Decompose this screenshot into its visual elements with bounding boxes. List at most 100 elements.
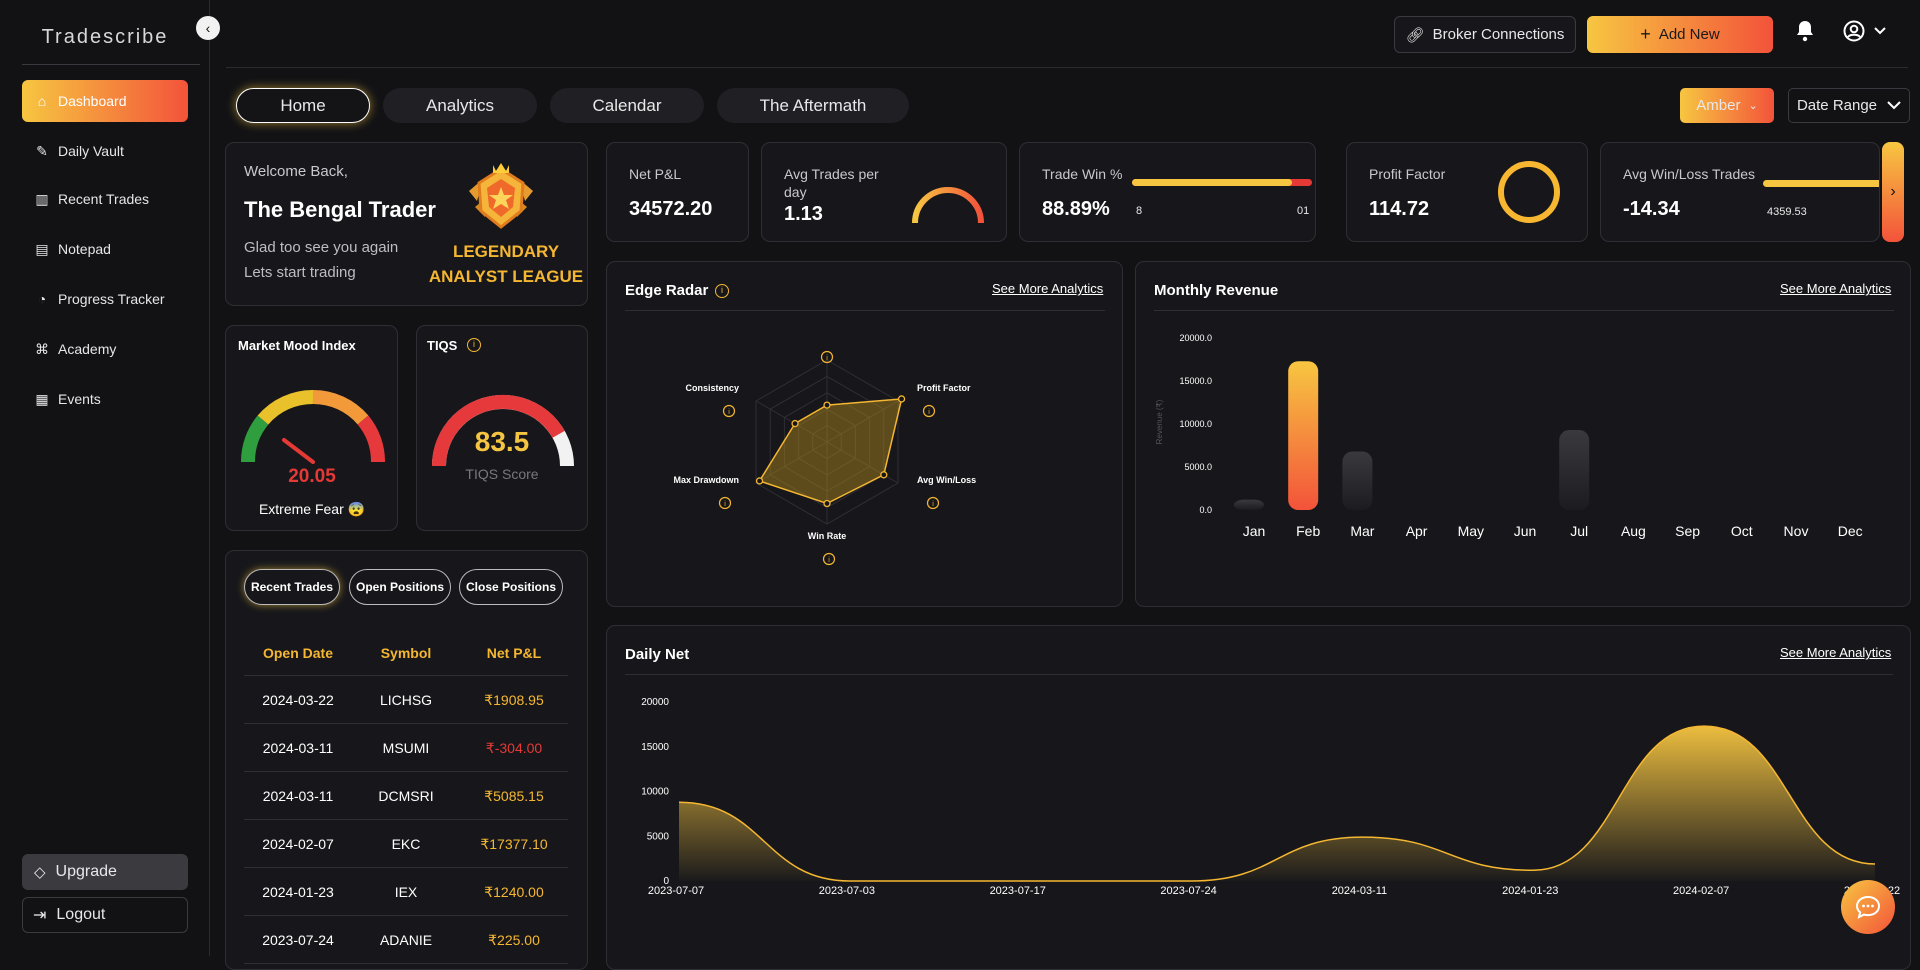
column-header: Open Date (262, 645, 333, 661)
info-icon[interactable] (718, 496, 732, 510)
league-line: LEGENDARY (452, 242, 560, 261)
tab-close-positions[interactable]: Close Positions (459, 569, 563, 605)
theme-select[interactable]: Amber ⌄ (1680, 88, 1774, 123)
kpi-value: 88.89% (1042, 198, 1110, 220)
table-row[interactable]: 2024-01-23 IEX ₹1240.00 (244, 869, 568, 916)
info-icon[interactable] (926, 496, 940, 510)
info-icon[interactable] (822, 552, 836, 566)
x-tick-label: 2024-03-11 (1332, 885, 1387, 897)
scroll-kpis-right-button[interactable]: › (1882, 142, 1904, 242)
chat-support-button[interactable] (1841, 880, 1895, 934)
tiqs-value: 83.5 (474, 426, 530, 457)
table-cell-pnl: ₹5085.15 (484, 788, 544, 804)
clock-icon: ◔ (37, 291, 47, 307)
divider (244, 675, 568, 676)
kpi-label: Profit Factor (1369, 166, 1446, 182)
user-menu-button[interactable] (1843, 20, 1891, 48)
sidebar-item-progress-tracker[interactable]: ◔ Progress Tracker (22, 278, 188, 320)
notepad-icon: ▤ (35, 240, 49, 257)
divider (625, 674, 1893, 675)
see-more-analytics-link[interactable]: See More Analytics (1780, 281, 1892, 296)
bar[interactable] (1288, 361, 1319, 510)
plus-icon: + (1640, 24, 1651, 44)
radar-axis-label: Profit Factor (917, 383, 971, 393)
kpi-value: 1.13 (784, 203, 823, 225)
sidebar-item-daily-vault[interactable]: ✎ Daily Vault (22, 130, 188, 172)
tab-label: Calendar (592, 95, 662, 115)
kpi-value: -14.34 (1623, 198, 1680, 220)
bar[interactable] (1559, 430, 1590, 510)
info-icon[interactable] (820, 350, 834, 364)
info-icon[interactable] (722, 404, 736, 418)
table-cell-date: 2024-01-23 (262, 884, 334, 900)
daily-net-card: Daily Net See More Analytics 0 5000 10000 1… (606, 625, 1911, 970)
radar-point (823, 401, 831, 409)
x-tick-label: Nov (1784, 523, 1809, 539)
avg-win-loss-bar (1763, 180, 1879, 187)
sidebar-item-events[interactable]: ▦ Events (22, 378, 188, 420)
table-row[interactable]: 2024-03-22 LICHSG ₹1908.95 (244, 677, 568, 724)
upgrade-button[interactable]: ◇ Upgrade (22, 854, 188, 890)
kpi-label: Trade Win % (1042, 166, 1123, 182)
info-icon[interactable] (922, 404, 936, 418)
table-row[interactable]: 2024-02-07 EKC ₹17377.10 (244, 821, 568, 868)
sidebar-item-dashboard[interactable]: ⌂ Dashboard (22, 80, 188, 122)
table-row[interactable]: 2024-03-11 DCMSRI ₹5085.15 (244, 773, 568, 820)
sidebar-item-recent-trades[interactable]: ▥ Recent Trades (22, 178, 188, 220)
y-axis-label: Revenue (₹) (1155, 399, 1164, 444)
table-cell-pnl: ₹1240.00 (484, 884, 544, 900)
radar-spoke (826, 400, 899, 443)
date-range-label: Date Range (1796, 97, 1878, 114)
table-cell-date: 2024-03-11 (262, 740, 334, 756)
table-row[interactable]: 2023-07-24 ADANIE ₹225.00 (244, 917, 568, 964)
tab-calendar[interactable]: Calendar (550, 88, 704, 123)
daily-net-title: Daily Net (625, 646, 690, 663)
tab-home[interactable]: Home (236, 88, 370, 123)
tab-label: Home (280, 95, 326, 115)
kpi-label: Net P&L (629, 166, 682, 182)
divider (1154, 310, 1894, 311)
table-row[interactable]: 2024-03-11 MSUMI ₹-304.00 (244, 725, 568, 772)
collapse-sidebar-button[interactable]: ‹ (196, 16, 220, 40)
table-cell-date: 2023-07-24 (262, 932, 334, 948)
gauge-needle (282, 438, 315, 464)
table-cell-symbol: LICHSG (379, 692, 433, 708)
tab-label: Analytics (425, 95, 495, 115)
pill-label: Open Positions (355, 580, 444, 594)
see-more-analytics-link[interactable]: See More Analytics (992, 281, 1104, 296)
radar-point (897, 395, 906, 403)
chat-icon (1855, 895, 1881, 919)
upgrade-label: Upgrade (55, 863, 117, 880)
date-range-select[interactable]: Date Range (1788, 88, 1910, 123)
add-new-button[interactable]: + Add New (1587, 16, 1773, 53)
info-icon[interactable]: i (715, 284, 729, 298)
tab-analytics[interactable]: Analytics (383, 88, 537, 123)
x-tick-label: Mar (1350, 523, 1374, 539)
bar-chart-icon: ▥ (35, 190, 49, 207)
header-divider (226, 67, 1908, 68)
tab-open-positions[interactable]: Open Positions (349, 569, 451, 605)
radar-point (755, 477, 764, 485)
table-cell-pnl: ₹-304.00 (485, 740, 543, 756)
tiqs-card: TIQS i 83.5 TIQS Score (416, 325, 588, 531)
tab-recent-trades[interactable]: Recent Trades (244, 569, 340, 605)
see-more-analytics-link[interactable]: See More Analytics (1780, 645, 1892, 660)
table-cell-pnl: ₹17377.10 (480, 836, 548, 852)
tab-the-aftermath[interactable]: The Aftermath (717, 88, 909, 123)
notification-bell-icon[interactable] (1795, 20, 1815, 48)
table-cell-pnl: ₹225.00 (488, 932, 540, 948)
x-tick-label: Apr (1406, 523, 1428, 539)
chevron-down-icon: ⌄ (1748, 100, 1758, 112)
welcome-line: Glad too see you again (244, 239, 399, 256)
logout-button[interactable]: ⇥ Logout (22, 897, 188, 933)
market-mood-card: Market Mood Index 20.05 Extreme Fear 😨 (225, 325, 398, 531)
chevron-down-icon (1887, 101, 1901, 110)
table-cell-symbol: ADANIE (379, 932, 433, 948)
info-icon[interactable]: i (467, 338, 481, 352)
bar[interactable] (1234, 499, 1264, 510)
sidebar-item-academy[interactable]: ⌘ Academy (22, 328, 188, 370)
broker-connections-button[interactable]: 🔗︎ Broker Connections (1394, 16, 1576, 53)
kpi-profit-factor: Profit Factor 114.72 (1346, 142, 1588, 242)
sidebar-item-notepad[interactable]: ▤ Notepad (22, 228, 188, 270)
bar[interactable] (1342, 451, 1373, 510)
